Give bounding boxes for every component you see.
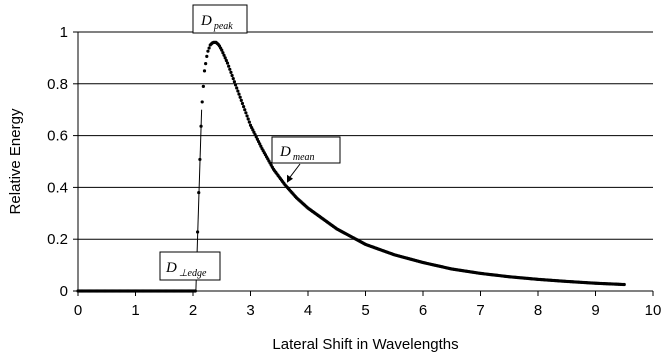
data-point [235,86,239,90]
data-point [228,67,232,71]
annotation-box [271,136,341,164]
grid-lines [78,31,653,240]
x-tick-label: 7 [476,302,484,319]
data-point [202,69,207,73]
data-point [237,92,241,96]
data-point [227,64,231,68]
x-tick-labels: 0 1 2 3 4 5 6 7 8 9 10 [74,302,661,319]
data-point [239,98,243,102]
x-tick-label: 0 [74,302,82,319]
x-axis-title: Lateral Shift in Wavelengths [272,336,458,353]
data-point [243,108,247,112]
data-point [204,62,208,66]
data-point [223,56,227,60]
x-tick-label: 10 [645,302,661,319]
data-point [232,80,236,84]
y-tick-labels: 0 0.2 0.4 0.6 0.8 1 [47,24,68,300]
data-point [205,54,209,58]
data-point [245,114,249,118]
y-tick-label: 0.6 [47,128,68,145]
x-tick-label: 9 [591,302,599,319]
annotation-box [192,4,248,34]
annotation-arrowhead [287,174,293,183]
data-point [201,84,205,88]
data-point [229,70,233,74]
data-points [76,40,626,293]
y-axis-title: Relative Energy [7,108,24,214]
data-point [242,104,246,109]
data-point [240,101,245,106]
x-tick-label: 4 [304,302,312,319]
data-point [238,95,242,99]
data-point [220,48,224,52]
data-point [200,100,204,104]
annotation-edge: D ⊥edge [159,251,221,281]
x-tick-label: 5 [361,302,369,319]
data-point [193,289,197,293]
data-point [622,282,626,287]
y-tick-label: 0.2 [47,231,68,248]
x-tick-label: 6 [419,302,427,319]
data-point [224,58,228,63]
data-point [230,73,234,78]
y-tick-label: 0 [60,283,68,300]
x-tick-label: 8 [534,302,542,319]
data-point [233,83,238,87]
data-point [244,111,248,115]
data-point [222,53,226,57]
y-tick-label: 0.8 [47,76,68,93]
x-tick-label: 1 [131,302,139,319]
y-tick-label: 1 [60,24,68,41]
y-tick-label: 0.4 [47,179,68,196]
x-tick-label: 3 [246,302,254,319]
data-point [225,61,230,65]
x-tick-label: 2 [189,302,197,319]
data-point [247,120,251,124]
data-point [231,77,235,81]
annotation-label: D ⊥edge [165,260,207,279]
annotation-box [159,251,221,281]
data-point [207,46,211,50]
data-point [246,117,250,121]
data-point [236,89,240,93]
data-point [221,51,225,55]
data-point [206,49,210,53]
